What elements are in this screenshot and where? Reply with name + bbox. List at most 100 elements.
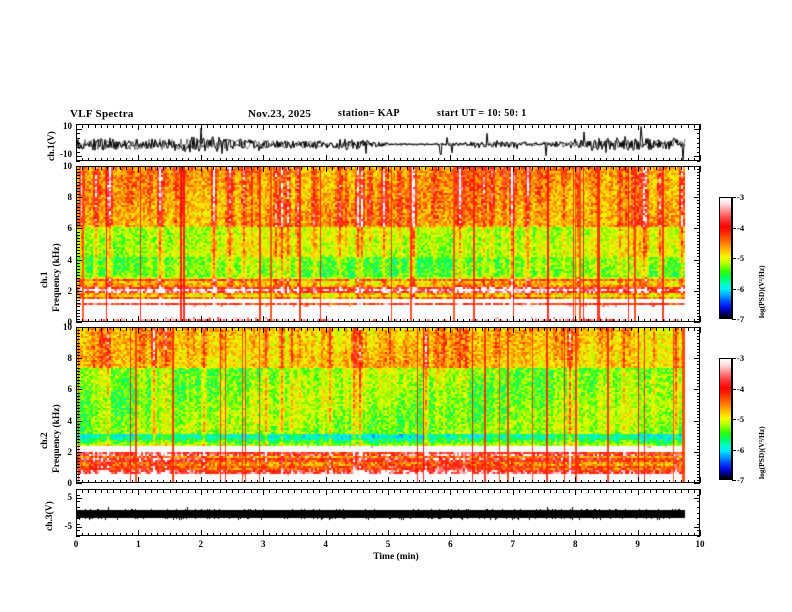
x-tick-top	[550, 166, 551, 170]
freq-tick-left	[76, 424, 80, 425]
x-tick-top	[151, 166, 152, 170]
x-tick-top	[594, 166, 595, 170]
x-tick-top	[107, 166, 108, 170]
freq-tick-right	[696, 306, 700, 307]
freq-tick-left	[76, 303, 80, 304]
x-tick-bottom	[294, 479, 295, 483]
x-tick-bottom	[613, 479, 614, 483]
x-tick-bottom	[382, 318, 383, 322]
x-tick-bottom	[650, 479, 651, 483]
x-tick-bottom	[376, 318, 377, 322]
x-tick-top	[663, 489, 664, 493]
x-tick-top	[388, 489, 389, 495]
x-tick-bottom	[113, 157, 114, 161]
wave-tick-right	[696, 536, 700, 537]
x-tick-top	[444, 327, 445, 331]
freq-tick-left	[76, 244, 80, 245]
freq-tick-right	[696, 182, 700, 183]
x-tick-bottom	[132, 479, 133, 483]
x-tick-top	[220, 327, 221, 331]
x-tick-bottom	[482, 479, 483, 483]
x-tick-top	[675, 124, 676, 128]
colorbar-spine	[732, 358, 733, 480]
freq-tick-right	[696, 294, 700, 295]
x-tick-bottom	[681, 532, 682, 536]
x-tick-bottom	[307, 532, 308, 536]
x-tick-top	[413, 166, 414, 170]
x-tick-bottom	[513, 530, 514, 536]
x-tick-bottom	[344, 157, 345, 161]
x-tick-top	[556, 124, 557, 128]
freq-tick-label: 6	[67, 384, 73, 395]
x-tick-top	[594, 489, 595, 493]
x-tick-top	[394, 327, 395, 331]
freq-tick-left	[76, 399, 80, 400]
x-tick-bottom	[251, 157, 252, 161]
freq-tick-left	[76, 300, 80, 301]
x-tick-top	[513, 124, 514, 130]
x-tick-bottom	[619, 532, 620, 536]
x-tick-top	[507, 166, 508, 170]
x-tick-top	[656, 166, 657, 170]
x-tick-bottom	[257, 318, 258, 322]
x-tick-bottom	[625, 157, 626, 161]
x-tick-top	[95, 327, 96, 331]
x-tick-top	[525, 166, 526, 170]
x-tick-top	[588, 124, 589, 128]
x-tick-top	[382, 166, 383, 170]
x-tick-bottom	[700, 316, 701, 322]
freq-tick-right	[696, 247, 700, 248]
freq-tick-left	[76, 368, 80, 369]
freq-tick-left	[76, 374, 80, 375]
freq-tick-right	[696, 396, 700, 397]
x-tick-bottom	[163, 479, 164, 483]
ch2-spectrogram-image	[77, 328, 699, 482]
x-tick-bottom	[694, 479, 695, 483]
wave-tick-left	[76, 124, 80, 125]
freq-tick-right	[696, 297, 700, 298]
x-tick-bottom	[638, 316, 639, 322]
x-tick-bottom	[107, 479, 108, 483]
colorbar-ch1	[719, 197, 732, 319]
x-tick-top	[238, 166, 239, 170]
x-tick-bottom	[594, 318, 595, 322]
x-tick-top	[332, 327, 333, 331]
x-tick-bottom	[138, 530, 139, 536]
x-tick-top	[145, 327, 146, 331]
colorbar-tick	[732, 289, 736, 290]
x-tick-bottom	[170, 532, 171, 536]
wave-tick-right	[696, 507, 700, 508]
freq-tick-left	[76, 232, 80, 233]
x-tick-top	[532, 166, 533, 170]
freq-tick-right	[696, 278, 700, 279]
x-tick-top	[388, 124, 389, 130]
freq-tick-left	[76, 446, 80, 447]
x-tick-bottom	[688, 157, 689, 161]
freq-tick-left	[76, 458, 80, 459]
x-tick-bottom	[120, 532, 121, 536]
x-tick-bottom	[438, 532, 439, 536]
x-tick-top	[301, 489, 302, 493]
wave-tick-right	[696, 524, 700, 525]
x-tick-top	[120, 166, 121, 170]
x-tick-bottom	[101, 479, 102, 483]
x-tick-bottom	[438, 157, 439, 161]
x-tick-top	[326, 124, 327, 130]
freq-tick-left	[76, 464, 80, 465]
x-tick-bottom	[519, 479, 520, 483]
colorbar-tick	[732, 258, 736, 259]
x-tick-top	[132, 166, 133, 170]
x-tick-bottom	[95, 532, 96, 536]
wave-tick-left	[76, 536, 80, 537]
x-tick-top	[113, 327, 114, 331]
x-tick-top	[631, 166, 632, 170]
x-tick-bottom	[351, 479, 352, 483]
x-tick-bottom	[482, 157, 483, 161]
colorbar-tick-label: -4	[737, 222, 745, 233]
x-tick-bottom	[400, 479, 401, 483]
x-tick-bottom	[525, 157, 526, 161]
x-tick-bottom	[288, 532, 289, 536]
x-tick-top	[438, 124, 439, 128]
x-tick-top	[232, 166, 233, 170]
freq-tick-right	[696, 374, 700, 375]
